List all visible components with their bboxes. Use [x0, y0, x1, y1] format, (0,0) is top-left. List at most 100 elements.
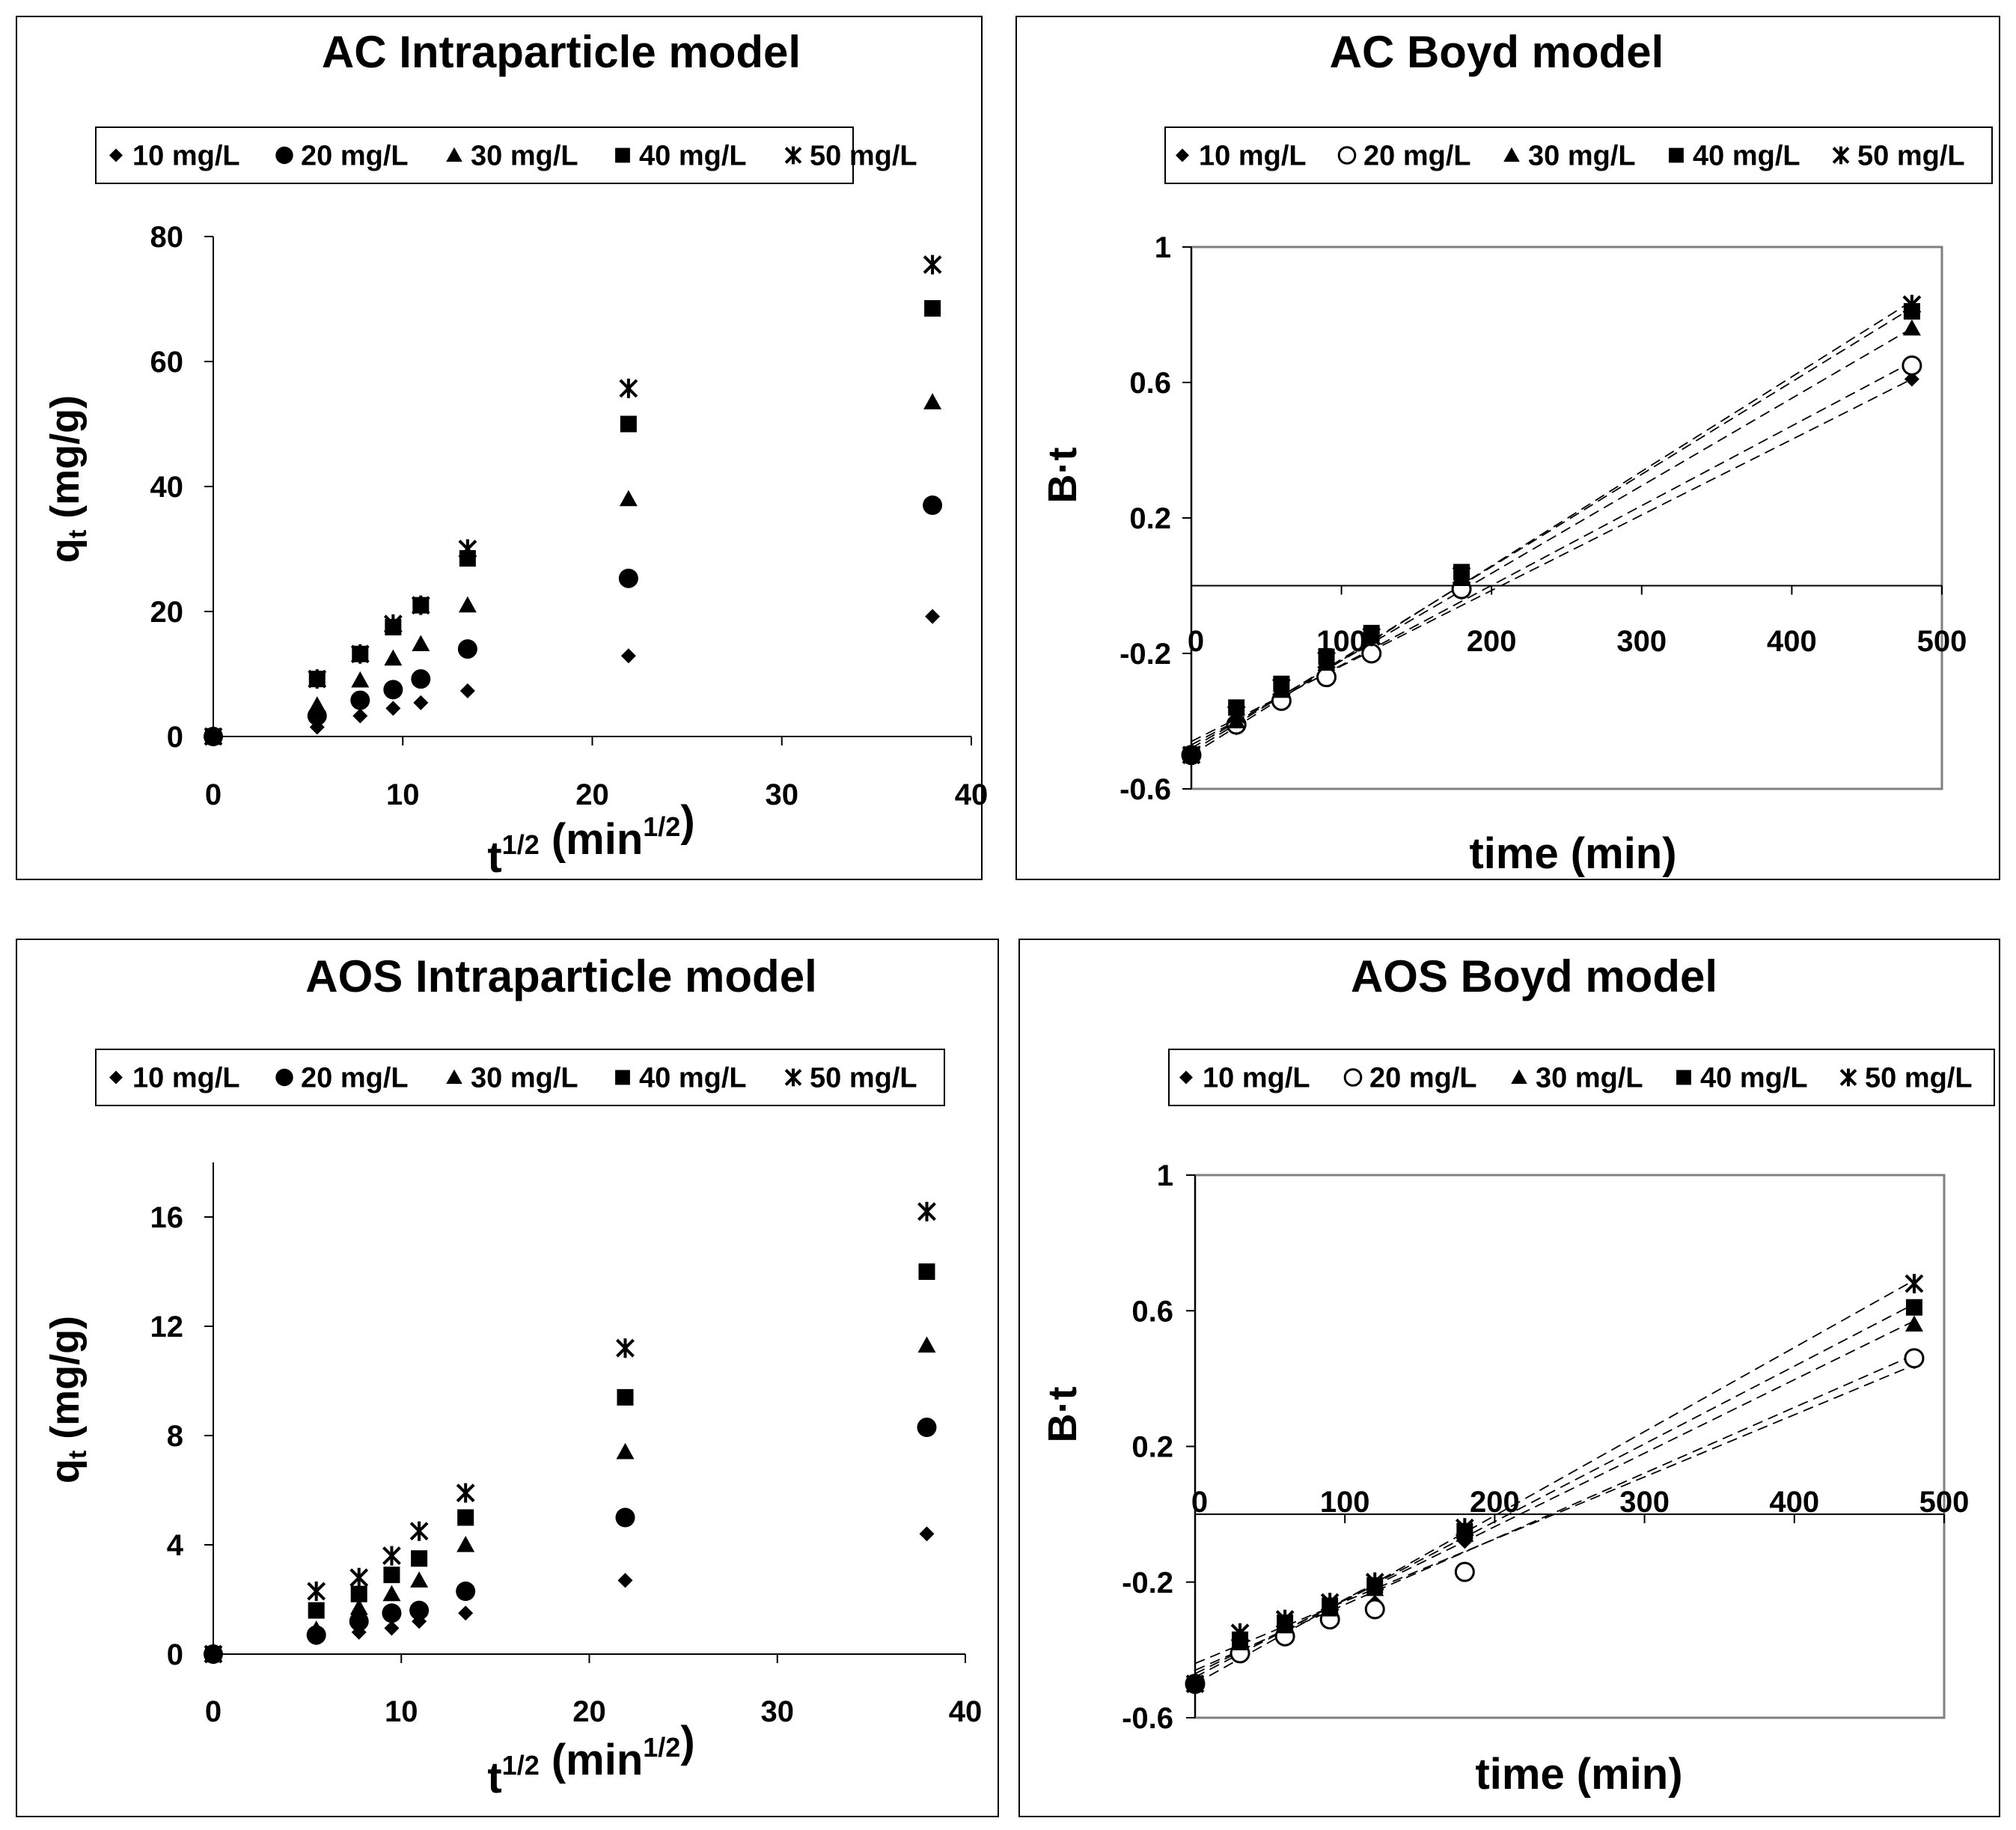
chart-title: AOS Intraparticle model — [305, 951, 817, 1001]
x-tick-label: 0 — [205, 778, 222, 811]
y-tick-label: 0.2 — [1129, 502, 1171, 535]
x-tick-label: 400 — [1767, 625, 1817, 658]
legend-marker — [275, 1068, 293, 1087]
legend-label: 40 mg/L — [1693, 141, 1800, 172]
legend-label: 50 mg/L — [1865, 1063, 1973, 1094]
data-point — [308, 669, 327, 689]
series-50-mg-L — [204, 1201, 936, 1664]
legend-marker — [1511, 1069, 1527, 1085]
legend-marker — [1839, 1068, 1857, 1087]
chart-title: AC Intraparticle model — [322, 27, 801, 77]
y-tick-label: 0 — [167, 721, 183, 754]
data-point — [1271, 677, 1291, 698]
data-point — [1227, 704, 1246, 725]
legend: 10 mg/L 20 mg/L 30 mg/L 40 mg/L 50 mg/L — [95, 1049, 945, 1106]
data-point — [349, 1567, 369, 1587]
y-tick-label: 1 — [1157, 1159, 1173, 1192]
data-point — [1904, 1348, 1925, 1369]
y-tick-label: -0.2 — [1122, 1567, 1173, 1599]
data-point — [308, 696, 326, 713]
legend-label: 10 mg/L — [1203, 1063, 1310, 1094]
data-point — [616, 1338, 635, 1358]
data-point — [615, 1507, 635, 1528]
data-point — [383, 1567, 400, 1584]
data-point — [1185, 1674, 1205, 1694]
legend-marker — [446, 147, 462, 162]
legend-marker — [784, 146, 802, 165]
data-point — [923, 393, 942, 409]
data-point — [383, 680, 403, 700]
data-point — [1316, 667, 1337, 688]
data-point — [620, 648, 636, 664]
legend-label: 40 mg/L — [639, 1063, 747, 1094]
legend-marker — [784, 1068, 802, 1087]
data-point — [411, 1550, 428, 1567]
series-20-mg-L — [204, 1418, 937, 1664]
data-point — [919, 1526, 935, 1542]
chart-title: AOS Boyd model — [1351, 951, 1717, 1001]
legend-label: 20 mg/L — [1369, 1063, 1477, 1094]
y-tick-label: 1 — [1155, 231, 1171, 264]
x-tick-label: 10 — [386, 778, 420, 811]
plot-area — [1190, 245, 1943, 790]
trend-line — [1194, 1279, 1915, 1685]
data-point — [410, 1571, 429, 1588]
data-point — [352, 708, 368, 724]
data-point — [458, 539, 477, 559]
legend-label: 50 mg/L — [810, 1063, 917, 1094]
legend-label: 10 mg/L — [132, 141, 240, 172]
data-point — [1361, 643, 1382, 664]
trend-line — [1191, 300, 1913, 756]
series-50-mg-L — [204, 254, 942, 746]
legend: 10 mg/L 20 mg/L 30 mg/L 40 mg/L 50 mg/L — [95, 126, 917, 184]
data-point — [204, 1644, 223, 1664]
data-point — [384, 1620, 400, 1636]
legend-label: 30 mg/L — [471, 141, 578, 172]
data-point — [1364, 1599, 1385, 1620]
x-tick-label: 40 — [949, 1695, 983, 1728]
x-axis-label: time (min) — [1475, 1750, 1682, 1799]
series-50-mg-L — [1182, 294, 1922, 765]
data-point — [1230, 1623, 1250, 1643]
legend-marker — [615, 147, 630, 163]
data-point — [923, 254, 942, 275]
data-point — [923, 495, 943, 516]
data-point — [1317, 650, 1336, 671]
data-point — [1320, 1592, 1340, 1612]
legend-label: 30 mg/L — [1536, 1063, 1643, 1094]
legend-label: 10 mg/L — [132, 1063, 240, 1094]
trend-line — [1194, 1303, 1915, 1678]
y-axis-label: B·t — [1040, 448, 1085, 504]
chart-panel-2: AC Boyd model 10 mg/L 20 mg/L 30 mg/L 40 mg/… — [1015, 16, 2000, 880]
series-50-mg-L — [1185, 1274, 1924, 1694]
y-tick-label: 0.6 — [1129, 367, 1171, 400]
x-axis-label: t1/2 (min1/2) — [487, 797, 694, 882]
x-tick-label: 200 — [1467, 625, 1517, 658]
y-tick-label: -0.6 — [1122, 1702, 1173, 1735]
data-point — [917, 1336, 936, 1353]
data-point — [409, 1600, 430, 1620]
data-point — [457, 1509, 474, 1526]
data-point — [412, 635, 430, 652]
legend-box — [95, 1049, 945, 1106]
legend-marker — [109, 148, 123, 162]
data-point — [456, 1582, 476, 1602]
data-point — [456, 1536, 475, 1552]
legend-label: 40 mg/L — [1700, 1063, 1808, 1094]
legend-marker — [1179, 1070, 1193, 1085]
data-point — [1455, 1518, 1474, 1538]
x-tick-label: 300 — [1619, 1486, 1670, 1519]
data-point — [1905, 1299, 1922, 1316]
data-point — [308, 1602, 325, 1619]
data-point — [1904, 1274, 1924, 1293]
y-tick-label: 20 — [150, 596, 184, 629]
y-tick-label: 4 — [167, 1529, 184, 1562]
y-tick-label: 0 — [167, 1638, 183, 1671]
data-point — [1454, 1561, 1475, 1582]
data-point — [351, 671, 370, 688]
data-point — [382, 1585, 401, 1602]
data-point — [409, 1521, 429, 1541]
legend-marker — [1503, 147, 1520, 162]
data-point — [1452, 565, 1471, 585]
x-tick-label: 0 — [205, 1695, 222, 1728]
